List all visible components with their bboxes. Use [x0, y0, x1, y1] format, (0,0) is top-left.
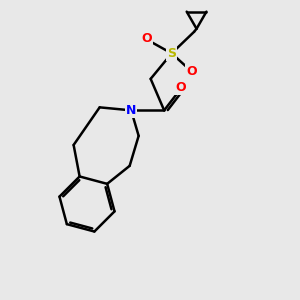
Text: O: O: [186, 65, 197, 78]
Text: N: N: [126, 104, 136, 117]
Text: S: S: [167, 47, 176, 60]
Text: O: O: [175, 81, 186, 94]
Text: O: O: [141, 32, 152, 45]
